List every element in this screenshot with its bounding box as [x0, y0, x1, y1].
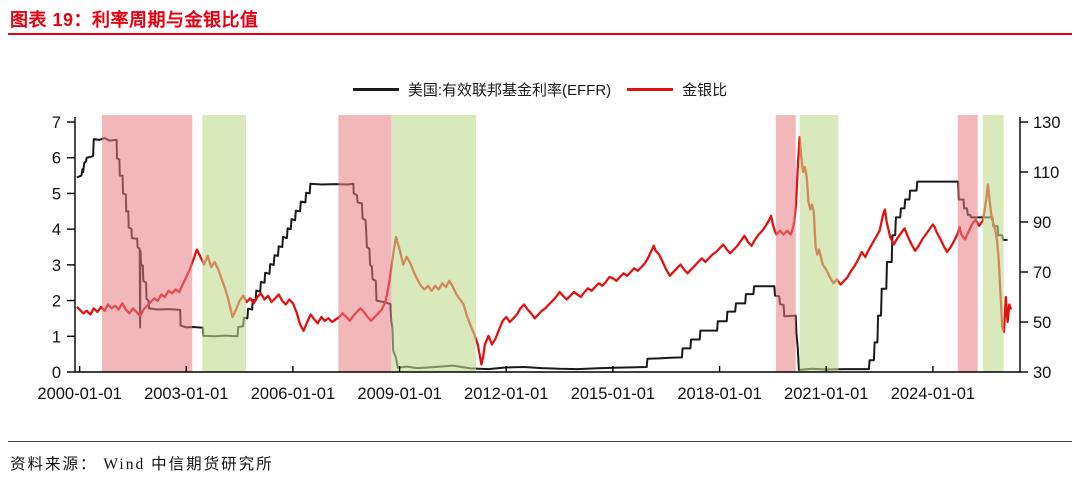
x-axis-label: 2015-01-01 [571, 385, 655, 403]
left-axis-label: 4 [52, 221, 61, 239]
x-axis-label: 2006-01-01 [251, 385, 335, 403]
x-axis-label: 2018-01-01 [677, 385, 761, 403]
cycle-band-pink [102, 115, 193, 372]
figure-title: 图表 19：利率周期与金银比值 [10, 10, 259, 30]
left-axis-label: 1 [52, 328, 61, 346]
right-axis-label: 30 [1033, 364, 1051, 382]
axis-frame [74, 117, 1021, 373]
left-axis-label: 5 [52, 185, 61, 203]
x-axis-label: 2000-01-01 [37, 385, 121, 403]
series-line-1 [76, 135, 1013, 366]
chart-area: 0 1 2 3 4 5 6 7 30 50 70 90 110 130 2000-01-01 2003-01-… [0, 104, 1080, 436]
right-axis-label: 90 [1033, 214, 1051, 232]
left-axis-label: 7 [52, 114, 61, 132]
right-axis-label: 110 [1033, 164, 1059, 182]
data-source: 资料来源： Wind 中信期货研究所 [10, 456, 274, 473]
effr-line-swatch [352, 88, 399, 91]
x-axis-label: 2009-01-01 [357, 385, 441, 403]
cycle-band-pink [775, 115, 796, 372]
x-axis-label: 2021-01-01 [784, 385, 868, 403]
legend-label-gold-silver-ratio: 金银比 [682, 82, 728, 99]
x-axis-label: 2024-01-01 [891, 385, 975, 403]
cycle-band-pink [957, 115, 978, 372]
left-axis-label: 3 [52, 257, 61, 275]
cycle-band-green [391, 115, 476, 372]
legend-item-gold-silver-ratio: 金银比 [627, 79, 727, 100]
cycle-band-pink [338, 115, 392, 372]
right-axis-label: 50 [1033, 314, 1051, 332]
right-axis-label: 70 [1033, 264, 1051, 282]
title-divider [8, 33, 1072, 35]
left-axis-label: 2 [52, 293, 61, 311]
gold-silver-ratio-line-swatch [627, 88, 674, 91]
cycle-band-green [799, 115, 839, 372]
chart-svg: 0 1 2 3 4 5 6 7 30 50 70 90 110 130 2000-01-01 2003-01-… [37, 114, 1061, 403]
chart-legend: 美国:有效联邦基金利率(EFFR) 金银比 [0, 79, 1080, 100]
left-axis-label: 0 [52, 364, 61, 382]
legend-label-effr: 美国:有效联邦基金利率(EFFR) [407, 82, 612, 99]
right-axis-label: 130 [1033, 114, 1061, 132]
left-axis-label: 6 [52, 150, 61, 168]
x-axis-label: 2003-01-01 [144, 385, 228, 403]
cycle-band-green [202, 115, 246, 372]
legend-item-effr: 美国:有效联邦基金利率(EFFR) [352, 79, 612, 100]
cycle-band-green [982, 115, 1004, 372]
x-axis-label: 2012-01-01 [464, 385, 548, 403]
footer-divider [8, 441, 1072, 442]
